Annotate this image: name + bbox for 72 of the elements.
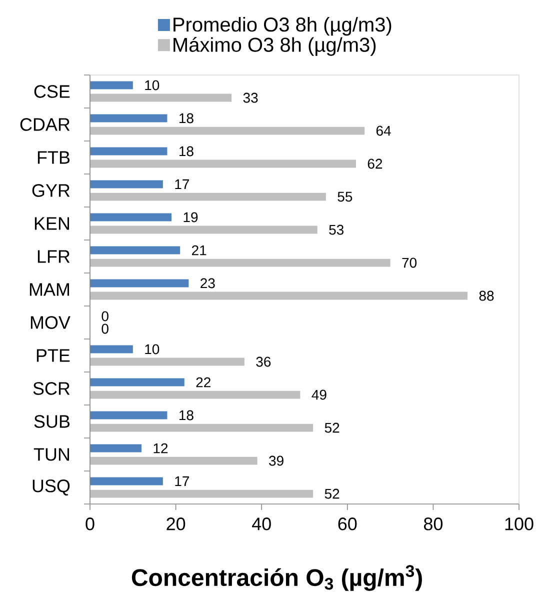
bar [90, 114, 168, 122]
data-label: 0 [102, 311, 108, 322]
y-tick-label: LFR [38, 250, 70, 263]
bar [90, 246, 180, 254]
data-label: 22 [196, 377, 210, 388]
bar [90, 126, 365, 135]
bar [90, 180, 163, 188]
x-tick-label: 60 [338, 518, 357, 530]
bar [90, 160, 356, 168]
data-label: 70 [402, 258, 417, 268]
bar [90, 490, 314, 498]
bar [90, 94, 232, 102]
data-label: 39 [269, 456, 284, 466]
data-label: 23 [200, 278, 215, 288]
data-label: 17 [175, 179, 190, 190]
bar [90, 81, 133, 90]
y-tick-label: CDAR [20, 118, 70, 131]
bar [90, 345, 133, 354]
bar [90, 358, 244, 366]
data-label: 17 [175, 476, 190, 486]
y-tick-label: GYR [32, 184, 70, 197]
data-label: 19 [184, 212, 198, 222]
x-tick-label: 20 [166, 518, 186, 530]
y-tick-label: USQ [32, 480, 70, 496]
y-tick-label: TUN [34, 448, 69, 461]
x-tick-label: 0 [86, 518, 94, 530]
bar [90, 279, 189, 288]
y-tick-label: SCR [33, 382, 70, 395]
bar [90, 213, 172, 222]
bar [90, 192, 326, 201]
bar [90, 292, 468, 300]
bar [90, 390, 300, 399]
bar [90, 226, 318, 234]
data-label: 18 [179, 410, 194, 420]
bar [90, 444, 142, 452]
data-label: 49 [312, 390, 326, 400]
y-tick-label: SUB [34, 415, 70, 428]
data-label: 10 [145, 344, 160, 354]
data-label: 33 [243, 92, 258, 103]
y-tick-label: MOV [30, 316, 70, 329]
data-label: 21 [192, 245, 206, 256]
bar [90, 411, 168, 420]
y-tick-label: PTE [36, 349, 70, 362]
bar [90, 477, 163, 486]
data-label: 36 [256, 356, 271, 367]
data-label: 88 [479, 290, 494, 301]
bar [90, 456, 258, 465]
data-label: 18 [179, 113, 194, 124]
data-label: 55 [338, 192, 352, 202]
x-tick-label: 100 [505, 518, 534, 530]
y-tick-label: KEN [34, 217, 69, 230]
data-label: 18 [179, 146, 194, 156]
data-label: 0 [102, 324, 108, 334]
x-tick-label: 80 [424, 518, 443, 530]
data-label: 12 [154, 443, 168, 454]
data-label: 64 [376, 126, 391, 136]
data-label: 10 [145, 80, 160, 90]
x-axis-title: Concentración O$_{3}$ (µg/m$^{3}$) [132, 565, 422, 591]
bar [90, 258, 390, 267]
legend-label: Máximo O3 8h (µg/m3) [174, 36, 376, 56]
data-label: 53 [329, 224, 344, 235]
data-label: 52 [324, 422, 340, 433]
data-label: 52 [324, 488, 340, 499]
bar [90, 424, 314, 432]
bar [90, 147, 168, 156]
y-tick-label: MAM [30, 283, 69, 296]
y-tick-label: CSE [34, 85, 70, 98]
y-tick-label: FTB [38, 151, 70, 164]
x-tick-label: 40 [252, 518, 271, 530]
data-label: 62 [368, 158, 382, 169]
bar [90, 378, 184, 386]
legend-label: Promedio O3 8h (µg/m3) [174, 16, 392, 36]
